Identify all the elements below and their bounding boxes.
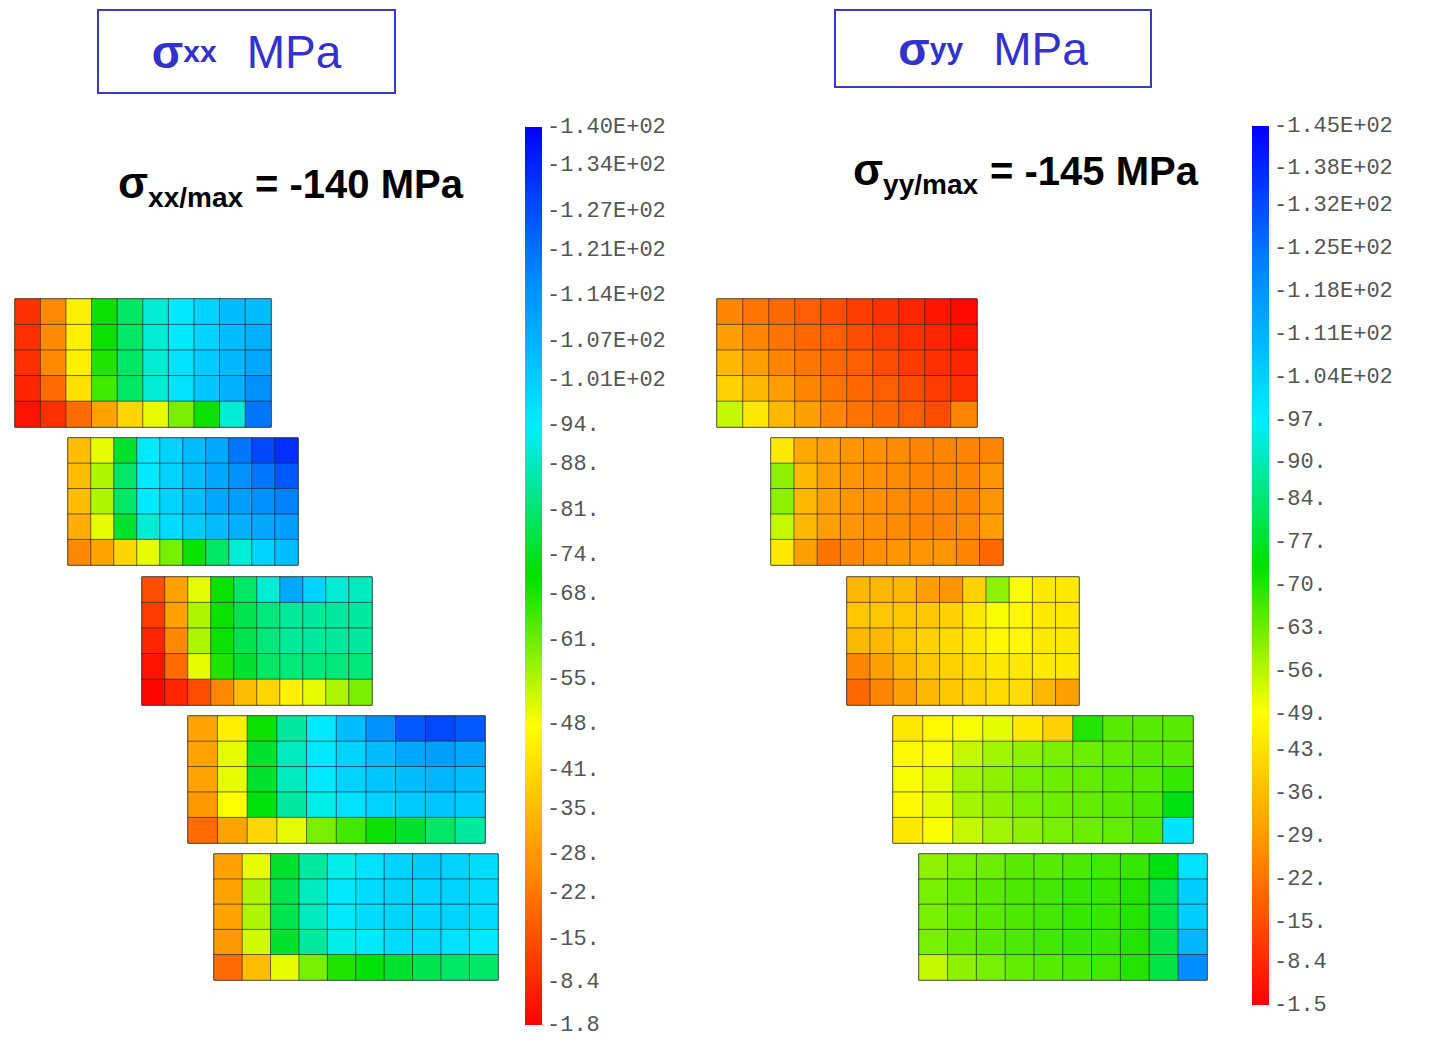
svg-text:-70.: -70.	[1274, 573, 1327, 598]
svg-text:-97.: -97.	[1274, 408, 1327, 433]
svg-text:-68.: -68.	[547, 582, 600, 607]
svg-text:-35.: -35.	[547, 797, 600, 822]
html-text:σyy: σyy	[898, 22, 964, 75]
html-text:MPa: MPa	[246, 25, 342, 78]
svg-text:-84.: -84.	[1274, 487, 1327, 512]
svg-text:-22.: -22.	[1274, 867, 1327, 892]
html-text:σyy/max = -145 MPa: σyy/max = -145 MPa	[853, 145, 1198, 200]
svg-text:-36.: -36.	[1274, 781, 1327, 806]
svg-text:-63.: -63.	[1274, 616, 1327, 641]
svg-text:-28.: -28.	[547, 842, 600, 867]
svg-text:-88.: -88.	[547, 452, 600, 477]
html-text:σxx: σxx	[151, 25, 217, 78]
svg-text:-1.40E+02: -1.40E+02	[547, 115, 666, 140]
svg-text:-1.14E+02: -1.14E+02	[547, 283, 666, 308]
svg-text:-8.4: -8.4	[547, 970, 600, 995]
svg-text:-56.: -56.	[1274, 659, 1327, 684]
svg-text:-15.: -15.	[1274, 910, 1327, 935]
svg-text:-1.11E+02: -1.11E+02	[1274, 322, 1393, 347]
svg-text:-1.25E+02: -1.25E+02	[1274, 236, 1393, 261]
svg-text:-1.32E+02: -1.32E+02	[1274, 193, 1393, 218]
svg-text:-90.: -90.	[1274, 450, 1327, 475]
svg-text:-1.07E+02: -1.07E+02	[547, 329, 666, 354]
svg-text:-8.4: -8.4	[1274, 950, 1327, 975]
svg-text:-1.38E+02: -1.38E+02	[1274, 156, 1393, 181]
svg-text:-1.45E+02: -1.45E+02	[1274, 114, 1393, 139]
svg-text:-1.5: -1.5	[1274, 993, 1327, 1018]
svg-text:-77.: -77.	[1274, 530, 1327, 555]
svg-text:-48.: -48.	[547, 712, 600, 737]
svg-text:-1.21E+02: -1.21E+02	[547, 238, 666, 263]
html-text:MPa: MPa	[993, 22, 1088, 75]
svg-text:-1.18E+02: -1.18E+02	[1274, 279, 1393, 304]
svg-text:-61.: -61.	[547, 628, 600, 653]
svg-text:-81.: -81.	[547, 498, 600, 523]
svg-text:-29.: -29.	[1274, 824, 1327, 849]
svg-text:-1.34E+02: -1.34E+02	[547, 153, 666, 178]
svg-text:-43.: -43.	[1274, 738, 1327, 763]
svg-text:-1.8: -1.8	[547, 1013, 600, 1038]
svg-text:-1.04E+02: -1.04E+02	[1274, 365, 1393, 390]
svg-text:-41.: -41.	[547, 758, 600, 783]
svg-text:-55.: -55.	[547, 667, 600, 692]
svg-text:-15.: -15.	[547, 927, 600, 952]
svg-text:-74.: -74.	[547, 543, 600, 568]
svg-text:-49.: -49.	[1274, 702, 1327, 727]
svg-text:-94.: -94.	[547, 413, 600, 438]
svg-text:-22.: -22.	[547, 881, 600, 906]
svg-text:-1.01E+02: -1.01E+02	[547, 368, 666, 393]
svg-text:-1.27E+02: -1.27E+02	[547, 199, 666, 224]
html-text:σxx/max = -140 MPa: σxx/max = -140 MPa	[118, 158, 463, 213]
